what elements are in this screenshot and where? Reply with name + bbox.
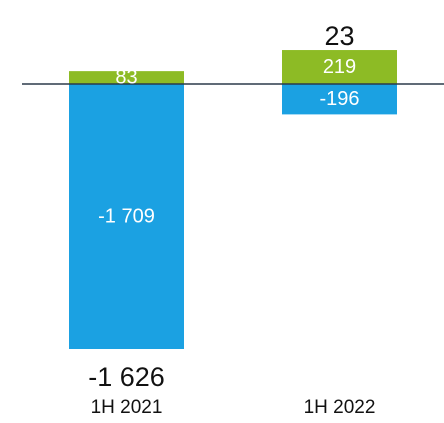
category-label-1: 1H 2022 xyxy=(304,397,376,418)
segment-label-1-1: -196 xyxy=(319,88,359,110)
category-label-0: 1H 2021 xyxy=(91,397,163,418)
segment-label-1-0: -1 709 xyxy=(98,206,155,228)
category-labels-layer: 1H 2021 1H 2022 xyxy=(91,397,376,418)
bar-negative-0 xyxy=(69,84,184,349)
segment-label-0-1: 219 xyxy=(323,56,356,78)
bar-negative-1 xyxy=(282,84,397,115)
total-label-0: -1 626 xyxy=(88,362,165,392)
segment-label-0-0: 83 xyxy=(115,67,137,89)
total-labels-layer: -1 626 23 xyxy=(88,21,354,392)
total-label-1: 23 xyxy=(324,21,354,51)
bars-layer xyxy=(69,50,397,349)
bar-positive-0 xyxy=(69,71,184,84)
segment-labels-layer: 83 -1 709 219 -196 xyxy=(98,56,359,227)
bar-positive-1 xyxy=(282,50,397,84)
